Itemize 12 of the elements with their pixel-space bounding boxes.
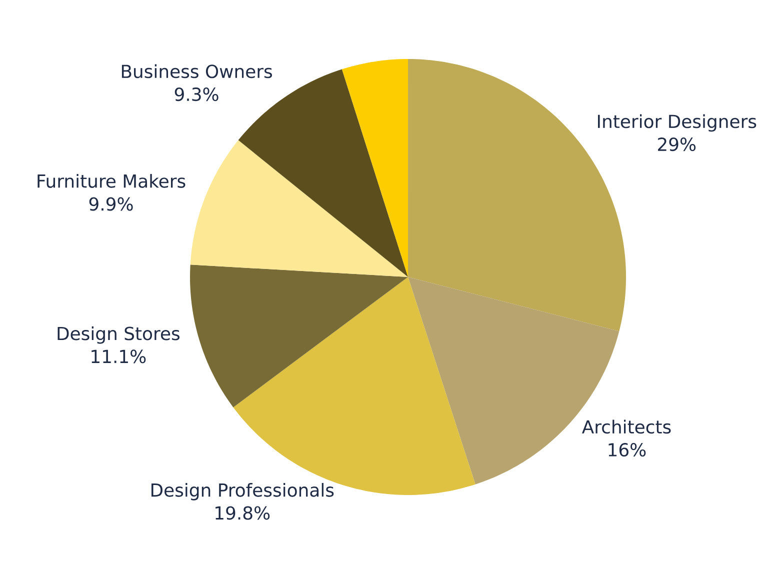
data-label: 19.8% xyxy=(216,506,270,520)
data-label: 9.3% xyxy=(174,88,218,102)
slice-label: Architects xyxy=(582,420,671,434)
slice-label: Interior Designers xyxy=(598,114,756,132)
data-label: 9.9% xyxy=(89,197,133,211)
data-label: 29% xyxy=(658,138,696,152)
slice-label: Design Stores xyxy=(58,326,180,344)
slice-label: Business Owners xyxy=(122,64,272,78)
data-label: 11.1% xyxy=(92,350,146,364)
slice-label: Design Professionals xyxy=(152,482,334,500)
data-label: 16% xyxy=(608,443,646,457)
slice-label: Furniture Makers xyxy=(38,174,186,188)
